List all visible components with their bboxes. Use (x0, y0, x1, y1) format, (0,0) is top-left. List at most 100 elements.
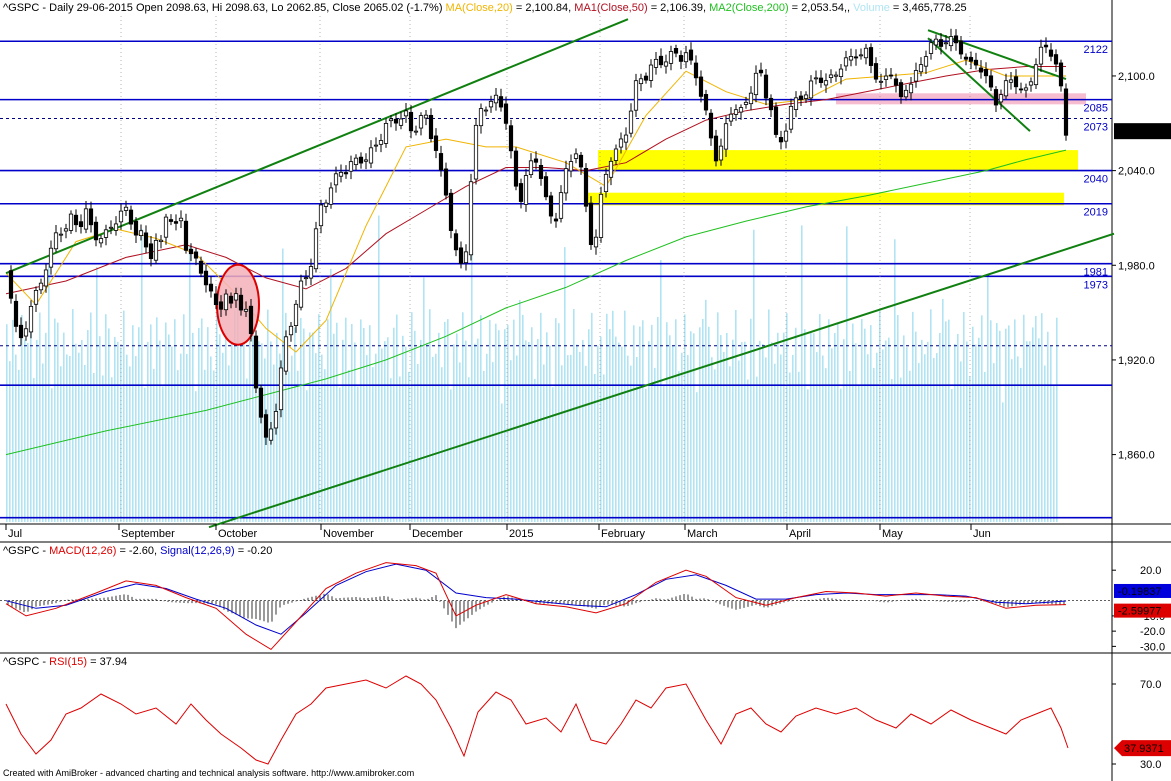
candle-body (248, 305, 254, 335)
volume-bar (609, 329, 611, 522)
volume-bar (1002, 402, 1004, 522)
volume-bar (309, 332, 311, 522)
candle-body (493, 94, 499, 104)
volume-bar (339, 387, 341, 522)
candle-body (898, 82, 904, 98)
candle-body (593, 236, 599, 248)
volume-bar (330, 268, 332, 522)
volume-bar (186, 354, 188, 522)
volume-bar (243, 341, 245, 522)
volume-bar (399, 376, 401, 522)
volume-bar (747, 379, 749, 522)
volume-bar (306, 390, 308, 522)
candle-body (1058, 62, 1064, 87)
candle-body (648, 64, 654, 81)
volume-bar (291, 355, 293, 522)
candle-body (438, 153, 444, 171)
volume-bar (942, 298, 944, 522)
volume-bar (894, 239, 896, 522)
volume-bar (21, 315, 23, 522)
candle-body (943, 42, 949, 45)
volume-bar (588, 329, 590, 522)
candle-body (308, 266, 314, 279)
volume-bar (315, 353, 317, 522)
volume-bar (255, 377, 257, 522)
volume-bar (342, 339, 344, 522)
candle-body (793, 97, 799, 110)
volume-bar (900, 377, 902, 522)
volume-bar (432, 356, 434, 522)
volume-bar (519, 299, 521, 522)
candle-body (48, 247, 54, 268)
candle-body (798, 95, 804, 100)
volume-bar (9, 361, 11, 522)
volume-bar (99, 336, 101, 522)
candle-body (883, 75, 889, 80)
volume-bar (231, 340, 233, 522)
volume-bar (294, 327, 296, 522)
volume-bar (969, 376, 971, 522)
volume-bar (654, 367, 656, 522)
volume-bar (828, 319, 830, 522)
volume-bar (924, 354, 926, 522)
volume-bar (480, 315, 482, 522)
candle-body (933, 38, 939, 46)
candle-body (443, 168, 449, 196)
volume-bar (633, 325, 635, 522)
volume-bar (222, 352, 224, 522)
candle-body (33, 290, 39, 305)
volume-bar (345, 317, 347, 522)
volume-bar (216, 312, 218, 522)
candle-body (958, 40, 964, 55)
volume-bar (246, 378, 248, 522)
volume-bar (438, 332, 440, 522)
volume-bar (849, 370, 851, 522)
candle-body (698, 76, 704, 97)
volume-bar (522, 314, 524, 522)
candle-body (8, 270, 14, 299)
macd-symbol: ^GSPC (3, 545, 40, 557)
volume-bar (1044, 365, 1046, 522)
volume-bar (39, 312, 41, 522)
price-tick-label: 1,860.0 (1118, 450, 1155, 462)
candle-body (818, 77, 824, 83)
candle-body (1023, 87, 1029, 91)
volume-bar (570, 354, 572, 522)
candle-body (573, 153, 579, 159)
signal-value: = -0.20 (237, 545, 273, 557)
volume-bar (393, 327, 395, 522)
candle-body (768, 97, 774, 111)
candle-body (138, 230, 144, 236)
price-header: ^GSPC - Daily 29-06-2015 Open 2098.63, H… (3, 2, 967, 14)
volume-bar (711, 357, 713, 522)
candle-body (198, 260, 204, 274)
volume-bar (126, 354, 128, 522)
volume-bar (177, 370, 179, 522)
rsi-header: ^GSPC - RSI(15) = 37.94 (3, 656, 128, 668)
candle-body (148, 243, 154, 260)
trend-line (927, 29, 1067, 81)
candle-body (83, 208, 89, 230)
volume-bar (624, 310, 626, 522)
volume-bar (660, 260, 662, 522)
candle-body (928, 42, 934, 54)
level-label: 2122 (1084, 44, 1108, 56)
volume-bar (351, 323, 353, 522)
yellow-zone (586, 192, 1064, 206)
ma20-value: = 2,100.84, (515, 2, 572, 14)
signal-badge-label: -0.19837 (1118, 586, 1161, 598)
candle-body (858, 54, 864, 57)
volume-bar (1011, 359, 1013, 522)
candle-body (213, 293, 219, 306)
volume-bar (846, 226, 848, 522)
level-label: 2019 (1084, 207, 1108, 219)
candle-body (703, 94, 709, 111)
volume-bar (249, 319, 251, 522)
rsi-tick-label: 70.0 (1140, 679, 1161, 691)
candle-body (1038, 46, 1044, 65)
volume-bar (867, 354, 869, 522)
volume-bar (357, 386, 359, 522)
volume-bar (150, 324, 152, 522)
hi-label: Hi (211, 2, 223, 14)
